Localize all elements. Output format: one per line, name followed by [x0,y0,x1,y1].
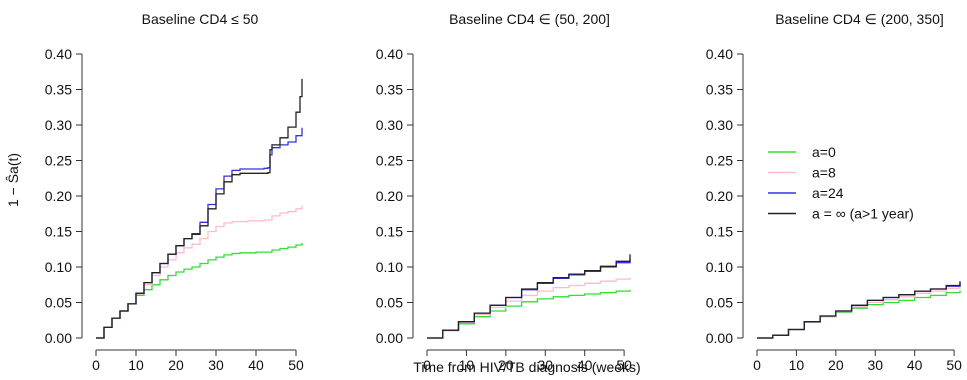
y-tick-label: 0.35 [376,82,403,98]
x-tick-label: 0 [92,357,100,373]
x-tick-label: 30 [537,357,553,373]
y-tick-label: 0.25 [376,153,403,169]
y-tick-label: 0.40 [376,46,403,62]
panel-title: Baseline CD4 ≤ 50 [142,11,259,27]
y-tick-label: 0.00 [45,330,72,346]
y-tick-label: 0.40 [45,46,72,62]
chart-panel-3: Baseline CD4 ∈ (200, 350] 0.00 0.05 0.10 0.1… [706,11,962,373]
x-tick-label: 10 [128,357,144,373]
y-tick-label: 0.05 [706,295,733,311]
series-line-3 [96,127,303,339]
x-tick-label: 30 [208,357,224,373]
series-line-1 [427,289,631,339]
x-tick-label: 20 [828,357,844,373]
y-tick-label: 0.05 [45,295,72,311]
y-tick-label: 0.35 [45,82,72,98]
chart-panel-2: Baseline CD4 ∈ (50, 200] 0.00 0.05 0.10 0.15… [376,11,632,373]
legend-label: a=8 [812,165,836,181]
x-tick-label: 50 [946,357,962,373]
y-tick-label: 0.15 [376,224,403,240]
y-tick-label: 0.35 [706,82,733,98]
y-tick-label: 0.10 [376,259,403,275]
series-line-4 [427,254,631,339]
x-tick-label: 0 [423,357,431,373]
x-tick-label: 40 [907,357,923,373]
x-tick-label: 50 [616,357,632,373]
panel-title: Baseline CD4 ∈ (200, 350] [775,11,944,27]
y-tick-label: 0.15 [45,224,72,240]
x-tick-label: 40 [577,357,593,373]
x-tick-label: 10 [459,357,475,373]
x-tick-label: 20 [498,357,514,373]
y-tick-label: 0.20 [376,188,403,204]
chart-panels: Baseline CD4 ≤ 50 0.00 0.05 0.10 0.15 0.20 0.2… [45,11,962,373]
y-tick-label: 0.10 [706,259,733,275]
x-tick-label: 40 [248,357,264,373]
x-tick-label: 10 [789,357,805,373]
series-line-4 [757,281,961,339]
y-tick-label: 0.20 [706,188,733,204]
y-tick-label: 0.20 [45,188,72,204]
x-tick-label: 30 [867,357,883,373]
y-tick-label: 0.00 [706,330,733,346]
series-line-1 [757,290,961,339]
chart-panel-1: Baseline CD4 ≤ 50 0.00 0.05 0.10 0.15 0.20 0.2… [45,11,304,373]
y-tick-label: 0.40 [706,46,733,62]
x-axis-label: Time from HIV/TB diagnosis (weeks) [413,359,640,375]
legend-label: a = ∞ (a>1 year) [812,206,914,222]
y-tick-label: 0.15 [706,224,733,240]
legend: a=0 a=8 a=24 a = ∞ (a>1 year) [768,144,914,222]
y-tick-label: 0.30 [706,117,733,133]
series-line-4 [96,78,303,339]
series-line-2 [96,205,303,339]
x-tick-label: 0 [753,357,761,373]
y-tick-label: 0.05 [376,295,403,311]
y-tick-label: 0.25 [706,153,733,169]
y-axis-label: 1 − Ŝa(t) [5,153,21,207]
y-tick-label: 0.30 [45,117,72,133]
series-line-2 [757,285,961,339]
series-line-1 [96,242,303,339]
y-tick-label: 0.10 [45,259,72,275]
legend-label: a=24 [812,185,844,201]
panel-title: Baseline CD4 ∈ (50, 200] [449,11,610,27]
series-line-2 [427,277,631,339]
y-tick-label: 0.30 [376,117,403,133]
y-tick-label: 0.25 [45,153,72,169]
y-tick-label: 0.00 [376,330,403,346]
x-tick-label: 50 [288,357,304,373]
x-tick-label: 20 [168,357,184,373]
legend-label: a=0 [812,144,836,160]
